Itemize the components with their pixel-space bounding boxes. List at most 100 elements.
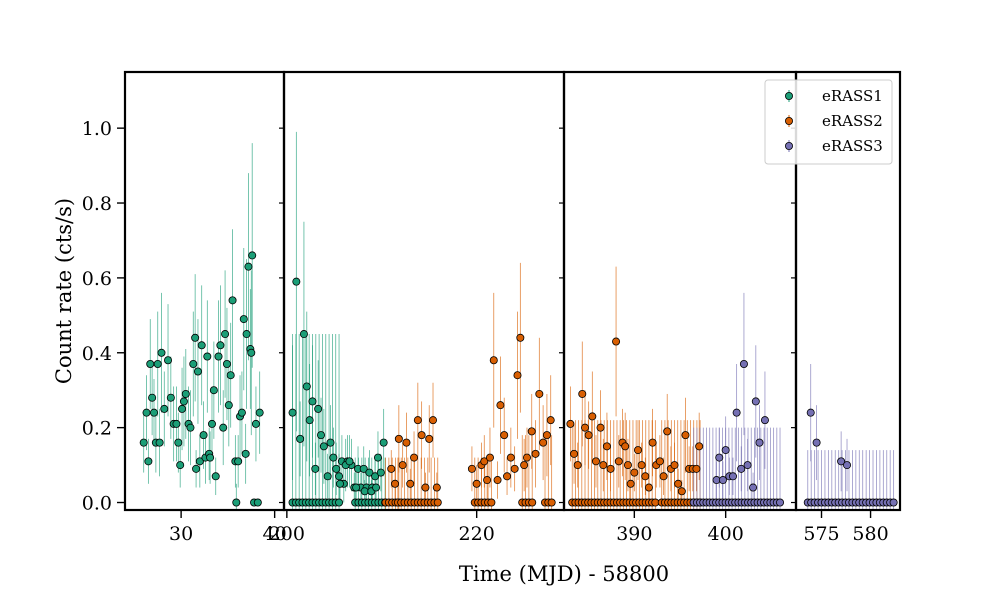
data-point [732, 408, 741, 417]
data-point [373, 453, 382, 462]
data-point [376, 468, 385, 477]
data-point [174, 438, 183, 447]
data-point [721, 446, 730, 455]
x-tick-label: 40 [263, 523, 287, 545]
data-point [506, 453, 515, 462]
data-point [535, 389, 544, 398]
data-point [219, 423, 228, 432]
data-point [199, 431, 208, 440]
data-point [221, 330, 230, 339]
legend-marker [785, 117, 794, 126]
data-point [728, 472, 737, 481]
data-point [144, 457, 153, 466]
data-point [181, 389, 190, 398]
data-point [247, 348, 256, 357]
x-axis-label: Time (MJD) - 58800 [459, 562, 669, 586]
data-point [314, 404, 323, 413]
data-point [296, 434, 305, 443]
data-point [500, 431, 509, 440]
data-point [232, 498, 241, 507]
data-point [493, 476, 502, 485]
data-point [573, 461, 582, 470]
data-point [760, 416, 769, 425]
legend-label: eRASS3 [822, 137, 883, 155]
data-point [432, 483, 441, 492]
data-point [510, 464, 519, 473]
data-point [718, 476, 727, 485]
legend-label: eRASS2 [822, 112, 883, 130]
data-point [209, 386, 218, 395]
data-point [398, 461, 407, 470]
data-point [329, 453, 338, 462]
data-point [157, 348, 166, 357]
data-point [806, 408, 815, 417]
y-tick-label: 0.4 [82, 343, 112, 365]
data-point [360, 487, 369, 496]
data-point [371, 472, 380, 481]
legend-marker [785, 92, 794, 101]
data-point [612, 337, 621, 346]
data-point [602, 442, 611, 451]
data-point [305, 416, 314, 425]
y-tick-label: 0.6 [82, 268, 112, 290]
data-point [421, 483, 430, 492]
panel-4: 575 580 [791, 70, 902, 545]
data-point [663, 427, 672, 436]
data-point [692, 464, 701, 473]
data-point [489, 356, 498, 365]
data-point [812, 438, 821, 447]
y-tick-label: 0.0 [82, 493, 112, 515]
data-point [302, 382, 311, 391]
panel-3: 390 400 [559, 70, 798, 545]
data-point [192, 464, 201, 473]
data-point [148, 393, 157, 402]
data-point [527, 427, 536, 436]
data-point [164, 356, 173, 365]
data-point [239, 315, 248, 324]
data-point [352, 483, 361, 492]
data-point [743, 461, 752, 470]
data-point [480, 457, 489, 466]
x-tick-label: 200 [269, 523, 305, 545]
data-point [237, 408, 246, 417]
data-point [379, 438, 388, 447]
data-point [737, 464, 746, 473]
data-point [546, 416, 555, 425]
data-point [228, 296, 237, 305]
data-point [244, 262, 253, 271]
data-point [345, 457, 354, 466]
data-point [644, 483, 653, 492]
data-point [596, 423, 605, 432]
data-point [522, 453, 531, 462]
data-point [516, 333, 525, 342]
data-point [578, 389, 587, 398]
data-point [655, 457, 664, 466]
data-point [429, 416, 438, 425]
data-point [211, 472, 220, 481]
data-point [191, 333, 200, 342]
data-point [149, 408, 158, 417]
y-axis-label: Count rate (cts/s) [52, 198, 76, 384]
data-point [584, 431, 593, 440]
data-point [335, 498, 344, 507]
data-point [172, 419, 181, 428]
data-point [674, 479, 683, 488]
data-point [410, 453, 419, 462]
data-point [681, 431, 690, 440]
data-point [539, 438, 548, 447]
data-point [531, 449, 540, 458]
data-point [513, 371, 522, 380]
data-point [332, 464, 341, 473]
data-point [496, 401, 505, 410]
data-point [641, 472, 650, 481]
data-point [633, 446, 642, 455]
data-point [749, 483, 758, 492]
data-point [391, 479, 400, 488]
data-point [335, 472, 344, 481]
data-point [335, 479, 344, 488]
data-point [417, 431, 426, 440]
data-point [889, 498, 898, 507]
data-point [581, 423, 590, 432]
data-point [591, 457, 600, 466]
data-point [485, 453, 494, 462]
